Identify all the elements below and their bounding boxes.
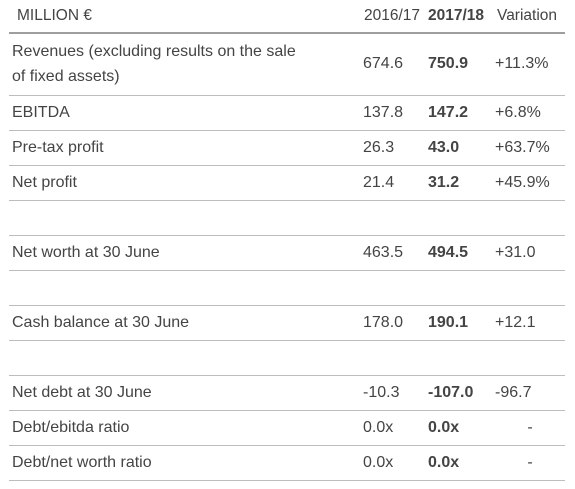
row-value-variation: - (527, 453, 533, 471)
table-row-net-worth: Net worth at 30 June 463.5 494.5 +31.0 (9, 236, 565, 271)
row-value-2017-18: 494.5 (428, 243, 469, 261)
table-row-pre-tax-profit: Pre-tax profit 26.3 43.0 +63.7% (9, 131, 565, 166)
row-value-2016-17: 463.5 (363, 243, 404, 261)
table-spacer-row (9, 271, 565, 306)
row-label: Cash balance at 30 June (12, 313, 190, 331)
row-value-2017-18: 31.2 (428, 173, 460, 191)
row-value-2016-17: 674.6 (363, 55, 404, 73)
row-label: Net profit (12, 173, 77, 191)
table-row-net-profit: Net profit 21.4 31.2 +45.9% (9, 166, 565, 201)
row-value-variation: +63.7% (495, 138, 550, 156)
row-value-2016-17: 0.0x (363, 453, 394, 471)
table-row-ebitda: EBITDA 137.8 147.2 +6.8% (9, 96, 565, 131)
row-value-2016-17: -10.3 (363, 383, 400, 401)
row-value-variation: -96.7 (495, 383, 532, 401)
row-value-2016-17: 26.3 (363, 138, 395, 156)
row-value-2016-17: 0.0x (363, 418, 394, 436)
row-value-2017-18: 43.0 (428, 138, 460, 156)
table-row-cash-balance: Cash balance at 30 June 178.0 190.1 +12.… (9, 306, 565, 341)
row-label: Net debt at 30 June (12, 383, 152, 401)
row-label-line2: of fixed assets) (12, 67, 120, 85)
row-value-variation: +31.0 (495, 243, 536, 261)
row-label: Net worth at 30 June (12, 243, 160, 261)
row-value-2017-18: 0.0x (428, 418, 460, 436)
table-row-debt-ebitda-ratio: Debt/ebitda ratio 0.0x 0.0x - (9, 411, 565, 446)
header-col-2016-17: 2016/17 (364, 6, 421, 24)
row-value-variation: +11.3% (495, 55, 549, 73)
header-col-variation: Variation (497, 6, 558, 24)
table-row-revenues: Revenues (excluding results on the sale … (9, 34, 565, 96)
row-value-variation: +6.8% (495, 103, 541, 121)
row-value-2016-17: 137.8 (363, 103, 404, 121)
row-value-2016-17: 21.4 (363, 173, 395, 191)
row-value-variation: +45.9% (495, 173, 550, 191)
row-value-2016-17: 178.0 (363, 313, 404, 331)
row-label: Debt/net worth ratio (12, 453, 152, 471)
table-header: MILLION € 2016/17 2017/18 Variation (9, 0, 565, 34)
row-value-2017-18: 0.0x (428, 453, 460, 471)
row-value-variation: - (527, 418, 533, 436)
row-label: EBITDA (12, 103, 70, 121)
header-col-2017-18: 2017/18 (428, 6, 485, 24)
table-row-debt-net-worth-ratio: Debt/net worth ratio 0.0x 0.0x - (9, 446, 565, 481)
row-value-2017-18: -107.0 (428, 383, 474, 401)
row-label: Debt/ebitda ratio (12, 418, 130, 436)
row-value-2017-18: 147.2 (428, 103, 469, 121)
table-spacer-row (9, 201, 565, 236)
table-spacer-row (9, 341, 565, 376)
row-value-2017-18: 190.1 (428, 313, 469, 331)
row-label: Revenues (excluding results on the sale … (12, 34, 352, 95)
row-value-2017-18: 750.9 (428, 55, 469, 73)
table-row-net-debt: Net debt at 30 June -10.3 -107.0 -96.7 (9, 376, 565, 411)
header-unit: MILLION € (17, 6, 92, 24)
row-label: Pre-tax profit (12, 138, 104, 156)
row-value-variation: +12.1 (495, 313, 536, 331)
row-label-line1: Revenues (excluding results on the sale (12, 42, 296, 60)
